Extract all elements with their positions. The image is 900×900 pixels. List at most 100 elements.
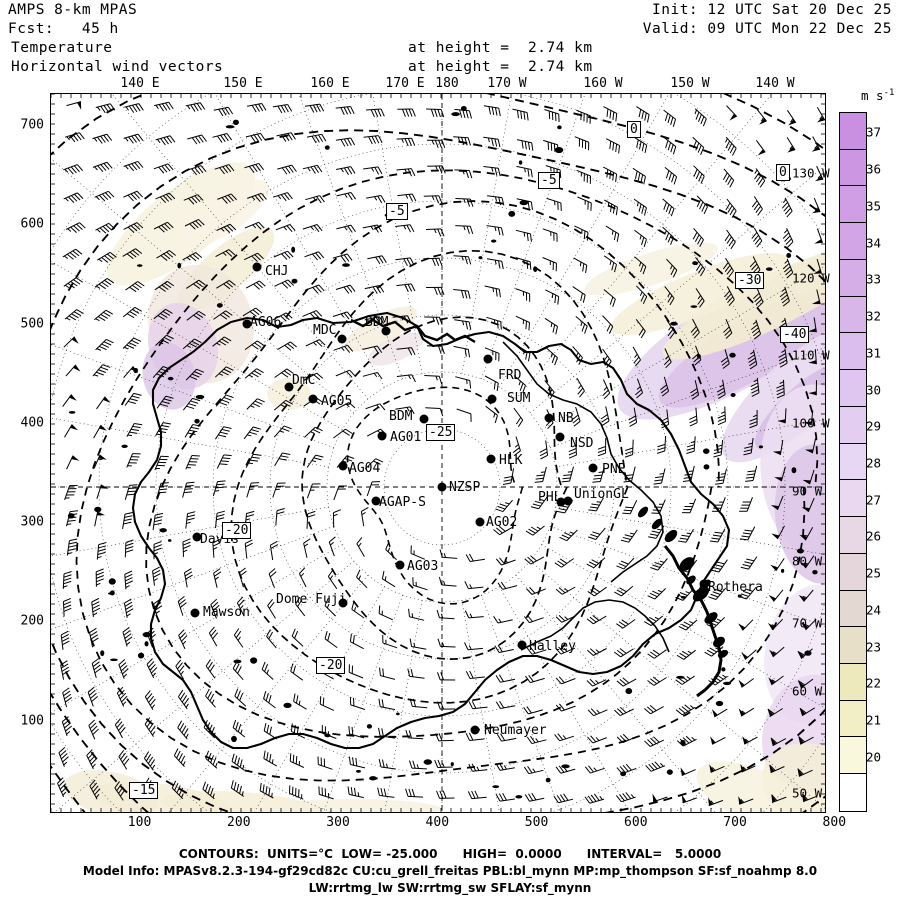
colorbar-label-24: 24 [866,602,882,618]
contour-label-1: 0 [776,164,790,181]
station-marker-ag01[interactable] [377,431,387,441]
station-label-agap-s: AGAP-S [379,495,426,510]
station-marker-sum[interactable] [487,394,497,404]
colorbar-label-33: 33 [866,271,882,287]
station-marker-neumayer[interactable] [470,725,480,735]
y-tick-600: 600 [20,216,44,232]
station-label-nzsp: NZSP [449,480,481,495]
x-tick-100: 100 [127,815,152,830]
contour-label-8: -20 [316,657,346,674]
station-marker-agap-s[interactable] [371,496,381,506]
contour-info-line: CONTOURS: UNITS=°C LOW= -25.000 HIGH= 0.… [178,847,722,861]
station-marker-mawson[interactable] [190,608,200,618]
x-axis-ticks: 100 200 300 400 500 600 700 800 [0,815,900,835]
colorbar-label-28: 28 [866,455,882,471]
lon-label-top-5: 170 W [487,76,527,91]
lon-label-right-4: 90 W [792,483,823,499]
station-marker-davis[interactable] [192,532,202,542]
station-marker-ag05[interactable] [308,394,318,404]
station-marker-nsd[interactable] [555,432,565,442]
footer: CONTOURS: UNITS=°C LOW= -25.000 HIGH= 0.… [0,846,900,900]
longitude-labels-right: 130 W 120 W 110 W 100 W 90 W 80 W 70 W 60 W 50 W [792,93,900,813]
station-label-neumayer: Neumayer [484,723,547,738]
station-marker-pne[interactable] [588,463,598,473]
colorbar-label-20: 20 [866,749,882,765]
y-tick-100: 100 [20,713,44,729]
station-marker-dome-fuji[interactable] [338,598,348,608]
station-marker-frd[interactable] [483,354,493,364]
header: AMPS 8-km MPAS Fcst: 45 h Temperature Ho… [0,0,900,88]
station-marker-chj[interactable] [252,262,262,272]
y-tick-700: 700 [20,117,44,133]
contour-label-3: -5 [386,203,408,220]
station-marker-hlk[interactable] [486,454,496,464]
contour-label-0: 0 [627,121,641,138]
x-tick-500: 500 [524,815,549,830]
field-wind-vectors: Horizontal wind vectors [11,59,224,75]
colorbar-label-26: 26 [866,528,882,544]
colorbar-units-exponent: -1 [883,88,895,98]
station-label-ag02: AG02 [486,515,518,530]
station-label-ag01: AG01 [390,430,422,445]
colorbar-label-21: 21 [866,712,882,728]
station-marker-ag02[interactable] [475,517,485,527]
valid-time: Valid: 09 UTC Mon 22 Dec 25 [642,21,892,37]
lon-label-right-2: 110 W [792,347,830,363]
station-label-bdm: BDM [365,315,389,330]
colorbar-label-25: 25 [866,565,882,581]
colorbar-label-22: 22 [866,675,882,691]
colorbar-segment-10 [840,480,866,518]
lon-label-top-8: 140 W [755,76,795,91]
station-label-nsd: NSD [570,436,594,451]
contour-label-9: -15 [129,782,159,799]
forecast-hour: Fcst: 45 h [8,21,119,37]
colorbar-segment-12 [840,553,866,591]
lon-label-right-6: 70 W [792,615,823,631]
colorbar-segment-6 [840,333,866,371]
station-label-ag04: AG04 [349,461,381,476]
station-label-dome-fuji: Dome Fuji [276,592,347,607]
colorbar-segment-4 [840,259,866,297]
height-level-wind: at height = 2.74 km [408,59,593,75]
colorbar-segment-13 [840,590,866,628]
station-marker-nb[interactable] [544,413,554,423]
station-label-ag03: AG03 [407,559,439,574]
height-level-temp: at height = 2.74 km [408,40,593,56]
station-label-phl: PHL [538,490,562,505]
colorbar-segment-0 [840,113,866,150]
lon-label-right-8: 50 W [792,785,823,801]
station-marker-ag06[interactable] [242,319,252,329]
model-info-line: Model Info: MPASv8.2.3-194-gf29cd82c CU:… [82,864,818,878]
station-marker-ag03[interactable] [395,560,405,570]
y-tick-400: 400 [20,415,44,431]
field-temperature: Temperature [11,40,113,56]
station-marker-halley[interactable] [517,640,527,650]
colorbar-label-35: 35 [866,198,882,214]
station-marker-nzsp[interactable] [437,482,447,492]
station-marker-uniongl[interactable] [563,496,573,506]
station-label-dmc: DmC [292,373,316,388]
station-marker-phl[interactable] [556,497,566,507]
colorbar-segment-3 [840,223,866,260]
colorbar-units-text: m s [861,88,884,104]
map-canvas [51,94,825,812]
contour-label-4: -30 [735,272,765,289]
map-plot-area[interactable]: CHJ AG06 MDC BDM DmC AG05 BDM AG01 FRD SUM NB NSD HL… [50,93,826,813]
lon-label-right-3: 100 W [792,415,830,431]
station-marker-bdm[interactable] [419,414,429,424]
station-label-bdm: BDM [389,409,413,424]
colorbar[interactable] [839,112,867,812]
station-label-ag06: AG06 [250,315,282,330]
station-marker-mdc[interactable] [337,334,347,344]
station-label-frd: FRD [498,368,522,383]
station-marker-rothera[interactable] [699,579,709,589]
station-label-sum: SUM [507,391,531,406]
station-marker-ag04[interactable] [338,461,348,471]
colorbar-segment-15 [840,664,866,701]
colorbar-segment-7 [840,370,866,407]
x-tick-400: 400 [425,815,450,830]
y-tick-300: 300 [20,514,44,530]
station-marker-bdm[interactable] [381,326,391,336]
station-marker-dmc[interactable] [284,382,294,392]
colorbar-segment-11 [840,517,866,554]
